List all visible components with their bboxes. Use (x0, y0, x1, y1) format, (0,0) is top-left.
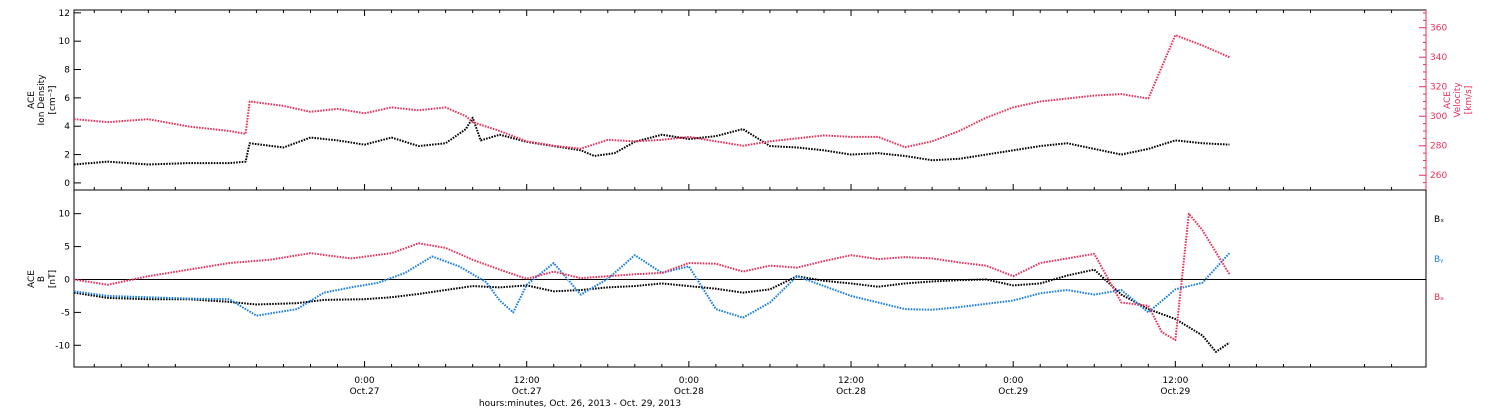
top-right-label-line2: Velocity (1453, 82, 1463, 118)
x-tick-date-3: Oct.28 (836, 387, 866, 397)
bottom-left-label-line3: [nT] (48, 270, 58, 288)
series-bx (73, 268, 1230, 353)
bottom-y-tick-label-5: 5 (64, 243, 70, 253)
top-y-tick-label-6: 6 (64, 94, 70, 104)
x-tick-time-2: 0:00 (679, 376, 699, 386)
top-right-tick-label-340: 340 (1430, 53, 1447, 63)
ion-density-series (73, 116, 1230, 166)
top-right-tick-label-320: 320 (1430, 83, 1447, 93)
top-right-label-line3: [km/s] (1464, 86, 1474, 115)
bottom-left-axis-label: ACE B [nT] (27, 270, 58, 288)
top-left-axis-label: ACE Ion Density [cm⁻³] (27, 74, 58, 126)
top-right-tick-label-260: 260 (1430, 171, 1447, 181)
bottom-left-label-line1: ACE (27, 270, 37, 288)
velocity-series (73, 34, 1230, 150)
bottom-y-tick-label--10: -10 (55, 341, 70, 351)
top-left-label-line1: ACE (27, 91, 37, 109)
top-panel-frame (73, 9, 1427, 191)
x-tick-time-1: 12:00 (514, 376, 540, 386)
top-y-tick-label-12: 12 (59, 9, 70, 19)
x-tick-date-0: Oct.27 (350, 387, 380, 397)
bottom-y-tick-label-10: 10 (59, 210, 71, 220)
top-y-tick-label-4: 4 (64, 122, 70, 132)
top-right-tick-label-360: 360 (1430, 24, 1447, 34)
top-right-tick-label-300: 300 (1430, 112, 1447, 122)
top-y-tick-label-10: 10 (59, 37, 71, 47)
x-tick-time-0: 0:00 (354, 376, 374, 386)
bottom-left-label-line2: B (37, 276, 47, 282)
x-tick-time-5: 12:00 (1162, 376, 1188, 386)
x-tick-time-4: 0:00 (1003, 376, 1023, 386)
x-tick-date-2: Oct.28 (674, 387, 704, 397)
x-tick-time-3: 12:00 (838, 376, 864, 386)
legend-bz: Bₔ (1434, 293, 1444, 303)
top-y-tick-label-0: 0 (64, 179, 70, 189)
chart-marks: 0:00Oct.2712:00Oct.270:00Oct.2812:00Oct.… (55, 9, 1447, 397)
legend-by: Bᵧ (1434, 255, 1444, 265)
bottom-y-tick-label--5: -5 (61, 308, 70, 318)
x-tick-date-1: Oct.27 (512, 387, 542, 397)
legend-bx: Bₓ (1434, 215, 1444, 225)
top-y-tick-label-8: 8 (64, 66, 70, 76)
top-left-label-line2: Ion Density (37, 74, 47, 126)
x-axis-label: hours:minutes, Oct. 26, 2013 - Oct. 29, … (479, 399, 681, 409)
x-tick-date-4: Oct.29 (998, 387, 1028, 397)
top-right-axis-label: ACE Velocity [km/s] (1443, 82, 1474, 118)
top-right-tick-label-280: 280 (1430, 142, 1447, 152)
series-bz (73, 212, 1231, 342)
legend: Bₓ Bᵧ Bₔ (1434, 215, 1444, 303)
bottom-y-tick-label-0: 0 (64, 275, 70, 285)
top-left-label-line3: [cm⁻³] (48, 85, 58, 114)
top-y-tick-label-2: 2 (64, 151, 70, 161)
bottom-panel-frame (73, 189, 1427, 368)
x-tick-date-5: Oct.29 (1160, 387, 1190, 397)
top-right-label-line1: ACE (1443, 91, 1453, 109)
